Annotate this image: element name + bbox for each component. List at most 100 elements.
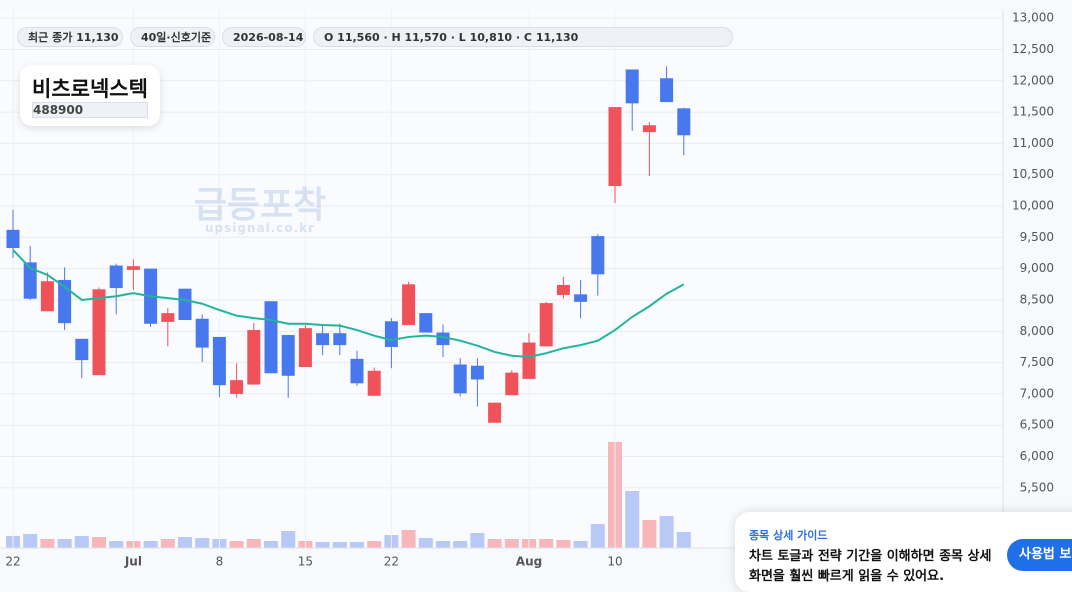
candle-body [642,125,656,133]
volume-bar [281,531,296,548]
volume-bar [367,541,382,548]
y-tick-label: 10,000 [1012,199,1054,213]
volume-bar [642,520,657,548]
volume-bar [487,539,502,548]
candle-body [195,318,209,348]
candle-body [40,281,54,312]
y-tick-label: 6,500 [1020,418,1054,432]
x-tick-label: 22 [5,555,20,569]
y-tick-label: 12,000 [1012,73,1054,87]
plot-bg [0,10,1003,548]
stock-code: 488900 [32,102,148,118]
watermark-site: upsignal.co.kr [204,221,316,235]
volume-bar [246,539,261,548]
y-tick-label: 5,500 [1020,480,1054,494]
candle-body [625,69,639,104]
candle-body [677,108,691,136]
volume-bar [556,540,571,548]
candle-body [316,333,330,346]
y-tick-label: 9,500 [1020,230,1054,244]
volume-bar [590,524,605,548]
stock-card: 비츠로넥스텍 488900 [20,65,160,126]
volume-bar [436,541,450,548]
candle-body [419,313,433,333]
volume-bar [539,539,554,548]
volume-bar [40,539,55,548]
volume-bar [143,541,158,548]
x-tick-label: 10 [607,555,622,569]
candle-body [367,370,381,396]
candle-body [384,321,398,347]
candle-body [556,284,570,295]
volume-bar [350,542,364,548]
y-tick-label: 7,000 [1020,386,1054,400]
candle-body [6,229,20,248]
y-tick-label: 7,500 [1020,355,1054,369]
volume-bar [315,542,330,548]
stock-name: 비츠로넥스텍 [32,77,148,101]
candle-body [298,328,312,367]
volume-bar [332,542,347,548]
candle-body [281,335,295,376]
candle-body [333,333,347,346]
candle-body [505,372,519,396]
candle-body [402,284,416,326]
chip: 40일·신호기준 [130,27,215,47]
candle-body [522,342,536,379]
candle-body [539,303,553,347]
volume-bar [178,537,192,548]
volume-bar [23,534,38,548]
y-tick-label: 6,000 [1020,449,1054,463]
guide-line: 차트 토글과 전략 기간을 이해하면 종목 상세 [749,549,992,564]
y-tick-label: 11,000 [1012,136,1054,150]
chip: O 11,560 · H 11,570 · L 10,810 · C 11,13… [313,27,733,47]
guide-title: 종목 상세 가이드 [749,529,828,542]
volume-bar [625,491,640,548]
candle-body [178,288,192,321]
guide-button[interactable]: 사용법 보기 [1007,539,1072,571]
page: 5,500 6,000 6,500 7,000 7,500 8,000 8,500 9,000… [0,10,1072,584]
candle-body [75,338,89,361]
y-tick-label: 10,500 [1012,167,1054,181]
candle-body [92,289,106,376]
y-tick-label: 12,500 [1012,42,1054,56]
candle-body [126,266,140,270]
candle-body [574,294,588,302]
candle-body [212,336,226,386]
candle-body [109,265,123,289]
volume-bar [470,533,485,548]
watermark: 급등포착 [193,185,327,226]
y-tick-label: 13,000 [1012,11,1054,25]
candle-body [247,330,261,385]
volume-bar [418,538,433,548]
candle-body [470,365,484,380]
x-tick-label: 22 [384,555,399,569]
x-tick-label: 8 [216,555,224,569]
volume-bar [109,541,124,548]
chart: 5,500 6,000 6,500 7,000 7,500 8,000 8,500 9,000… [0,10,1054,569]
candle-body [591,236,605,275]
y-tick-label: 9,000 [1020,261,1054,275]
candle-body [264,301,278,374]
candle-body [350,358,364,384]
volume-bar [676,532,691,548]
volume-bar [195,538,210,548]
chip: 최근 종가 11,130 [17,27,123,47]
volume-bar [264,541,278,548]
volume-bar [453,541,468,548]
volume-bar [659,516,674,548]
y-tick-label: 8,500 [1020,292,1054,306]
candle-body [58,279,72,324]
volume-bar [92,537,106,548]
candle-body [436,332,450,346]
candle-body [161,313,175,322]
candle-body [23,262,37,299]
x-tick-label: Aug [516,555,542,569]
guide-line: 화면을 훨씬 빠르게 읽을 수 있어요. [749,569,945,584]
chip: 2026-08-14 [222,27,306,47]
y-tick-label: 8,000 [1020,324,1054,338]
x-tick-label: 15 [298,555,313,569]
candle-body [488,402,502,423]
guide-popup: 종목 상세 가이드 차트 토글과 전략 기간을 이해하면 종목 상세 화면을 훨… [735,512,1072,592]
volume-bar [229,541,244,548]
